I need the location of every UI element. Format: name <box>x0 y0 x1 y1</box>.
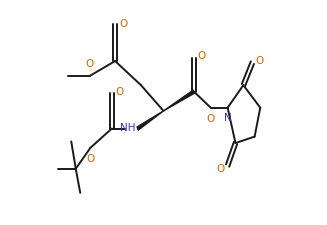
Text: O: O <box>255 56 263 66</box>
Text: N: N <box>224 113 232 123</box>
Text: NH: NH <box>120 123 135 133</box>
Polygon shape <box>164 90 194 111</box>
Text: O: O <box>86 154 95 164</box>
Text: O: O <box>85 59 94 69</box>
Text: O: O <box>207 114 215 124</box>
Text: O: O <box>217 164 225 174</box>
Text: O: O <box>119 19 127 29</box>
Text: O: O <box>198 51 206 61</box>
Text: O: O <box>115 87 124 97</box>
Polygon shape <box>137 111 164 130</box>
